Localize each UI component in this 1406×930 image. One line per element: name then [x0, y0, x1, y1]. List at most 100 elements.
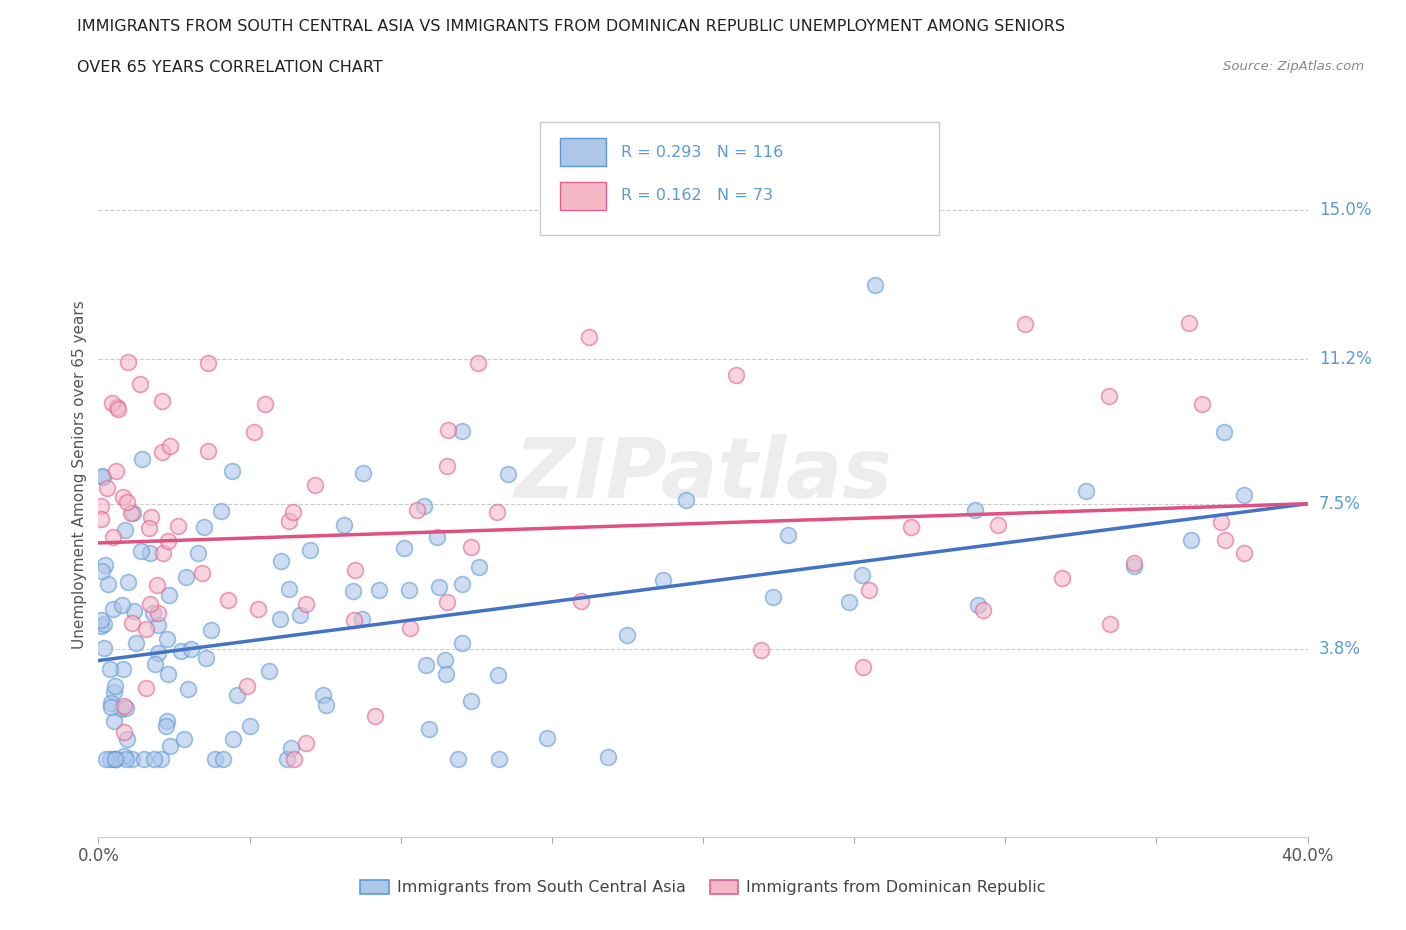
Point: [276, 751, 298, 766]
Point: [101, 395, 124, 410]
Point: [145, 578, 167, 592]
Point: [90, 612, 112, 627]
Point: [247, 602, 270, 617]
Point: [157, 588, 180, 603]
Point: [451, 577, 474, 591]
Point: [536, 730, 558, 745]
Point: [150, 445, 173, 459]
Point: [121, 751, 143, 766]
Point: [436, 459, 458, 474]
Point: [193, 520, 215, 535]
Point: [852, 659, 875, 674]
Text: 7.5%: 7.5%: [1319, 495, 1361, 512]
Point: [146, 618, 169, 632]
Point: [278, 513, 301, 528]
Point: [447, 751, 470, 766]
Point: [221, 463, 243, 478]
Point: [460, 694, 482, 709]
Point: [169, 644, 191, 658]
Point: [115, 495, 138, 510]
Point: [90, 498, 112, 513]
Point: [312, 687, 335, 702]
Point: [352, 611, 374, 626]
Point: [135, 681, 157, 696]
Point: [392, 540, 415, 555]
Point: [863, 277, 886, 292]
Point: [467, 355, 489, 370]
Point: [283, 751, 305, 766]
Point: [415, 658, 437, 673]
Point: [142, 605, 165, 620]
Point: [142, 751, 165, 766]
Point: [1074, 484, 1097, 498]
Point: [1177, 315, 1199, 330]
FancyBboxPatch shape: [540, 123, 939, 235]
Point: [139, 596, 162, 611]
Point: [112, 724, 135, 739]
Text: IMMIGRANTS FROM SOUTH CENTRAL ASIA VS IMMIGRANTS FROM DOMINICAN REPUBLIC UNEMPLO: IMMIGRANTS FROM SOUTH CENTRAL ASIA VS IM…: [77, 19, 1066, 33]
Point: [222, 732, 245, 747]
Point: [368, 582, 391, 597]
Point: [437, 422, 460, 437]
Point: [1233, 487, 1256, 502]
Point: [239, 718, 262, 733]
Point: [159, 438, 181, 453]
Point: [117, 354, 139, 369]
Point: [1098, 389, 1121, 404]
Point: [148, 645, 170, 660]
Point: [138, 521, 160, 536]
Point: [434, 652, 457, 667]
Point: [451, 424, 474, 439]
Text: R = 0.293   N = 116: R = 0.293 N = 116: [621, 145, 783, 160]
Point: [139, 510, 162, 525]
Point: [412, 498, 434, 513]
Point: [1014, 317, 1036, 332]
Point: [200, 622, 222, 637]
Point: [418, 722, 440, 737]
Point: [91, 564, 114, 578]
Point: [1213, 533, 1236, 548]
Point: [486, 668, 509, 683]
Point: [725, 367, 748, 382]
Point: [269, 612, 291, 627]
Point: [150, 751, 173, 766]
Point: [110, 701, 132, 716]
Point: [488, 751, 510, 766]
Point: [270, 553, 292, 568]
Point: [436, 594, 458, 609]
Point: [156, 713, 179, 728]
Point: [104, 464, 127, 479]
Point: [972, 603, 994, 618]
Point: [343, 613, 366, 628]
Point: [114, 522, 136, 537]
Point: [1123, 555, 1146, 570]
Point: [139, 546, 162, 561]
Point: [117, 575, 139, 590]
Point: [143, 657, 166, 671]
Point: [105, 400, 128, 415]
Point: [115, 731, 138, 746]
Point: [115, 700, 138, 715]
Point: [257, 663, 280, 678]
Point: [194, 650, 217, 665]
Point: [485, 504, 508, 519]
Point: [315, 698, 337, 712]
Point: [987, 518, 1010, 533]
Point: [156, 667, 179, 682]
Text: 3.8%: 3.8%: [1319, 640, 1361, 658]
Point: [187, 546, 209, 561]
Point: [155, 718, 177, 733]
Point: [146, 605, 169, 620]
Point: [304, 478, 326, 493]
Point: [156, 631, 179, 646]
Point: [197, 444, 219, 458]
Point: [217, 592, 239, 607]
Point: [101, 602, 124, 617]
Point: [1050, 570, 1073, 585]
Point: [299, 542, 322, 557]
Point: [100, 699, 122, 714]
Point: [111, 598, 134, 613]
Point: [103, 714, 125, 729]
Point: [100, 696, 122, 711]
Point: [152, 545, 174, 560]
